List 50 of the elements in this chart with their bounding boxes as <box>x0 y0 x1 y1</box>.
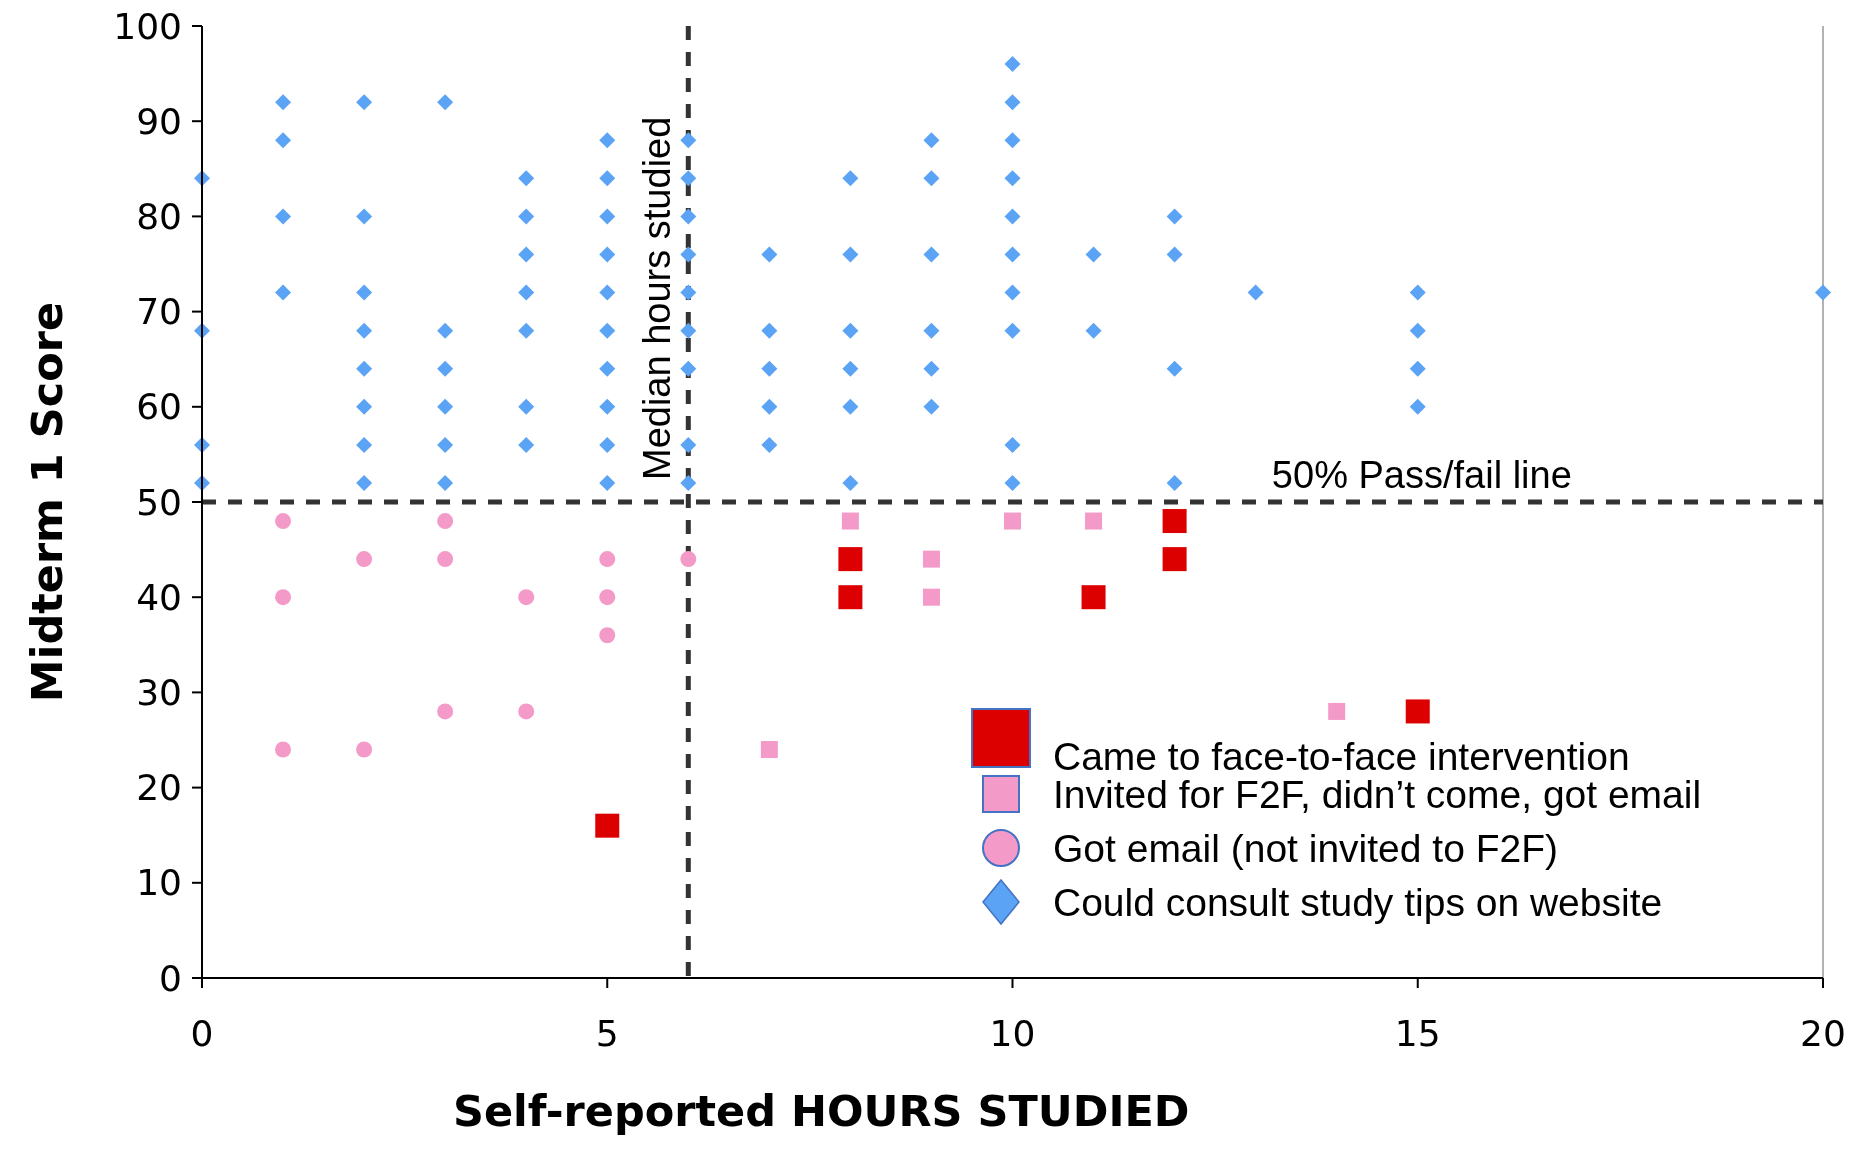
point <box>599 551 616 568</box>
point <box>1004 512 1021 530</box>
y-tick-label: 50 <box>136 481 182 523</box>
legend-label: Could consult study tips on website <box>1053 880 1663 924</box>
point <box>838 585 863 610</box>
ref-line-label: 50% Pass/fail line <box>1271 454 1572 496</box>
point <box>1328 702 1346 720</box>
point <box>595 813 620 838</box>
x-axis-title: Self-reported HOURS STUDIED <box>452 1086 1190 1136</box>
point <box>275 741 292 758</box>
point <box>922 588 940 606</box>
point <box>275 589 292 606</box>
y-tick-label: 0 <box>159 957 182 999</box>
point <box>356 551 373 568</box>
y-tick-label: 30 <box>136 672 182 713</box>
point <box>680 551 697 568</box>
y-tick-label: 40 <box>136 576 182 618</box>
y-tick-label: 10 <box>136 862 182 904</box>
point <box>599 589 616 606</box>
x-tick-label: 20 <box>1800 1013 1846 1054</box>
point <box>838 547 863 572</box>
x-tick-label: 15 <box>1394 1013 1441 1054</box>
y-tick-label: 60 <box>136 386 182 428</box>
legend-label: Got email (not invited to F2F) <box>1053 826 1559 870</box>
point <box>437 551 454 568</box>
x-tick-label: 5 <box>595 1013 619 1054</box>
ref-line-label: Median hours studied <box>636 116 679 480</box>
point <box>1162 547 1187 572</box>
x-tick-label: 0 <box>190 1013 214 1054</box>
point <box>760 741 778 759</box>
point <box>1085 512 1103 530</box>
point <box>922 550 940 568</box>
y-tick-label: 90 <box>136 100 182 142</box>
point <box>841 512 859 530</box>
x-tick-label: 10 <box>989 1013 1036 1054</box>
point <box>1405 699 1430 724</box>
y-tick-label: 80 <box>136 196 182 237</box>
y-tick-label: 70 <box>136 291 182 333</box>
y-axis-title: Midterm 1 Score <box>22 301 72 703</box>
point <box>599 627 616 644</box>
point <box>1162 509 1187 534</box>
point <box>437 703 454 720</box>
point <box>518 703 535 720</box>
point <box>356 741 373 758</box>
y-tick-label: 100 <box>113 5 182 47</box>
point <box>437 513 454 530</box>
point <box>275 513 292 530</box>
point <box>518 589 535 606</box>
y-tick-label: 20 <box>136 767 182 809</box>
point <box>1081 585 1106 610</box>
